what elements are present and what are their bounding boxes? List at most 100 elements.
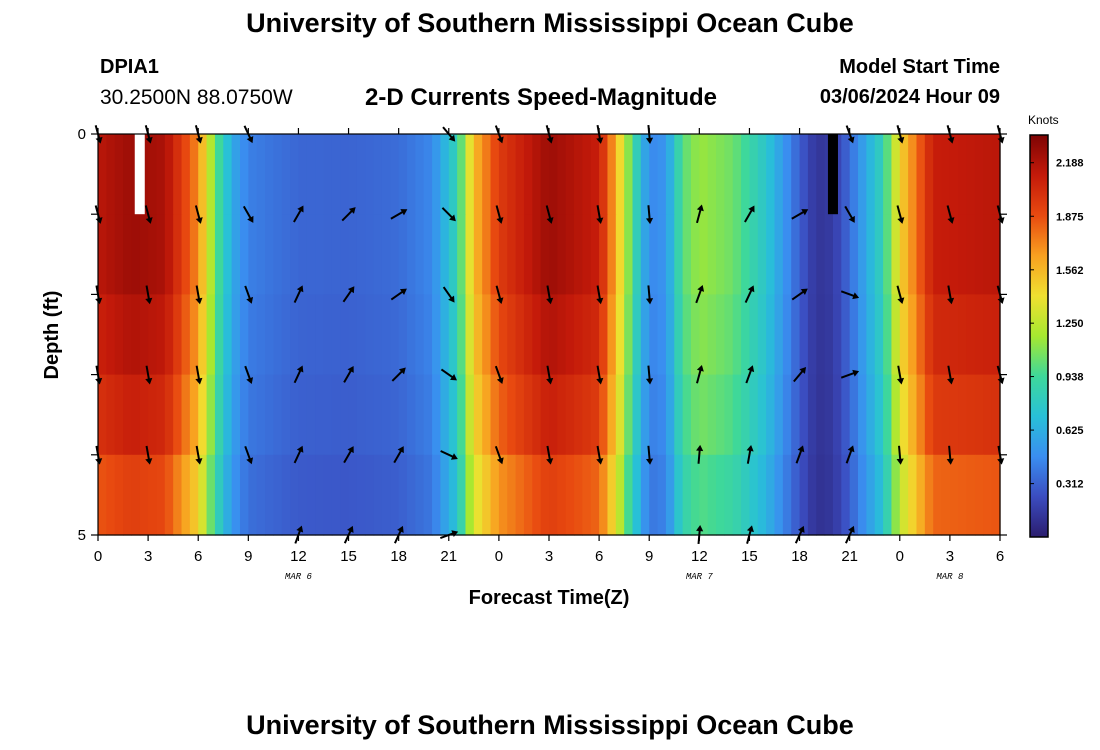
heatmap-cell xyxy=(356,214,366,295)
heatmap-cell xyxy=(248,134,258,215)
heatmap-cell xyxy=(899,294,909,376)
heatmap-cell xyxy=(674,294,684,376)
arrow-shaft xyxy=(242,205,253,220)
x-tick-label: 3 xyxy=(144,548,152,565)
heatmap-cell xyxy=(523,214,533,295)
arrow-shaft xyxy=(647,365,651,381)
arrow-head xyxy=(451,530,459,538)
current-arrow xyxy=(791,209,809,220)
current-arrow xyxy=(145,365,153,385)
heatmap-cell xyxy=(540,294,550,376)
heatmap-cell xyxy=(373,214,383,295)
current-arrow xyxy=(145,445,153,465)
arrow-head xyxy=(897,297,905,305)
current-arrow xyxy=(896,205,905,224)
y-axis-title: Depth (ft) xyxy=(41,291,63,380)
heatmap-cell xyxy=(624,214,634,295)
arrow-head xyxy=(296,445,304,453)
arrow-head xyxy=(398,367,406,375)
heatmap-cell xyxy=(991,454,1001,536)
x-tick-label: 12 xyxy=(290,548,307,565)
heatmap-cell xyxy=(331,374,341,456)
heatmap-cell xyxy=(924,454,934,536)
heatmap-cell xyxy=(532,374,542,456)
heatmap-cell xyxy=(632,374,642,456)
heatmap-cell xyxy=(908,294,918,376)
arrow-head xyxy=(947,136,955,144)
heatmap-cell xyxy=(841,294,851,376)
heatmap-cell xyxy=(415,214,425,295)
heatmap-cell xyxy=(106,214,116,295)
heatmap-cell xyxy=(256,134,266,215)
heatmap-cell xyxy=(732,214,742,295)
heatmap-cell xyxy=(649,134,659,215)
heatmap-cell xyxy=(432,374,442,456)
heatmap-cell xyxy=(306,214,316,295)
arrow-shaft xyxy=(897,365,902,381)
heatmap-cell xyxy=(206,134,216,215)
heatmap-cell xyxy=(181,374,191,456)
colorbar-tick-label: 2.188 xyxy=(1056,158,1084,170)
heatmap-cell xyxy=(590,294,600,376)
heatmap-cell xyxy=(490,134,500,215)
heatmap-cell xyxy=(139,294,149,376)
current-arrow xyxy=(596,285,604,305)
heatmap-cell xyxy=(707,454,717,536)
heatmap-cell xyxy=(164,454,174,536)
heatmap-cell xyxy=(991,214,1001,295)
heatmap-cell xyxy=(916,374,926,456)
heatmap-cell xyxy=(123,214,133,295)
arrow-head xyxy=(449,214,456,222)
arrow-head xyxy=(546,377,554,385)
heatmap-cell xyxy=(465,374,475,456)
heatmap-cell xyxy=(949,374,959,456)
heatmap-cell xyxy=(390,374,400,456)
arrow-head xyxy=(748,205,755,213)
heatmap-cell xyxy=(933,134,943,215)
arrow-head xyxy=(246,296,254,304)
heatmap-cell xyxy=(423,294,433,376)
arrow-shaft xyxy=(596,365,602,381)
heatmap-cell xyxy=(699,374,709,456)
heatmap-cell xyxy=(632,134,642,215)
heatmap-cell xyxy=(665,374,675,456)
arrow-head xyxy=(596,137,604,144)
arrow-shaft xyxy=(745,368,753,384)
arrow-head xyxy=(947,297,955,305)
x-tick-label: 18 xyxy=(390,548,407,565)
arrow-head xyxy=(947,217,955,224)
arrow-shaft xyxy=(695,288,703,304)
arrow-shaft xyxy=(343,368,353,383)
current-arrow xyxy=(244,365,254,384)
arrow-shaft xyxy=(545,205,552,221)
heatmap-cell xyxy=(941,374,951,456)
colorbar-tick-label: 1.562 xyxy=(1056,265,1084,277)
heatmap-cell xyxy=(824,374,834,456)
heatmap-cell xyxy=(657,214,667,295)
arrow-head xyxy=(496,377,504,384)
heatmap-cell xyxy=(323,374,333,456)
current-arrow xyxy=(696,444,704,464)
heatmap-cell xyxy=(657,294,667,376)
x-tick-label: 15 xyxy=(340,548,357,565)
current-arrow xyxy=(242,205,254,223)
heatmap-cell xyxy=(924,294,934,376)
heatmap-cell xyxy=(707,294,717,376)
heatmap-cell xyxy=(657,454,667,536)
x-tick-label: 3 xyxy=(946,548,954,565)
current-arrow xyxy=(494,446,504,465)
current-arrow xyxy=(194,205,203,224)
heatmap-cell xyxy=(958,374,968,456)
current-arrow xyxy=(596,445,604,465)
heatmap-cell xyxy=(849,294,859,376)
heatmap-cell xyxy=(381,294,391,376)
heatmap-cell xyxy=(924,214,934,295)
arrow-head xyxy=(746,525,754,533)
arrow-shaft xyxy=(393,529,403,544)
heatmap-cell xyxy=(849,374,859,456)
arrow-head xyxy=(798,525,805,533)
heatmap-cell xyxy=(649,214,659,295)
heatmap-cell xyxy=(448,294,458,376)
heatmap-cell xyxy=(582,374,592,456)
heatmap-cell xyxy=(532,214,542,295)
